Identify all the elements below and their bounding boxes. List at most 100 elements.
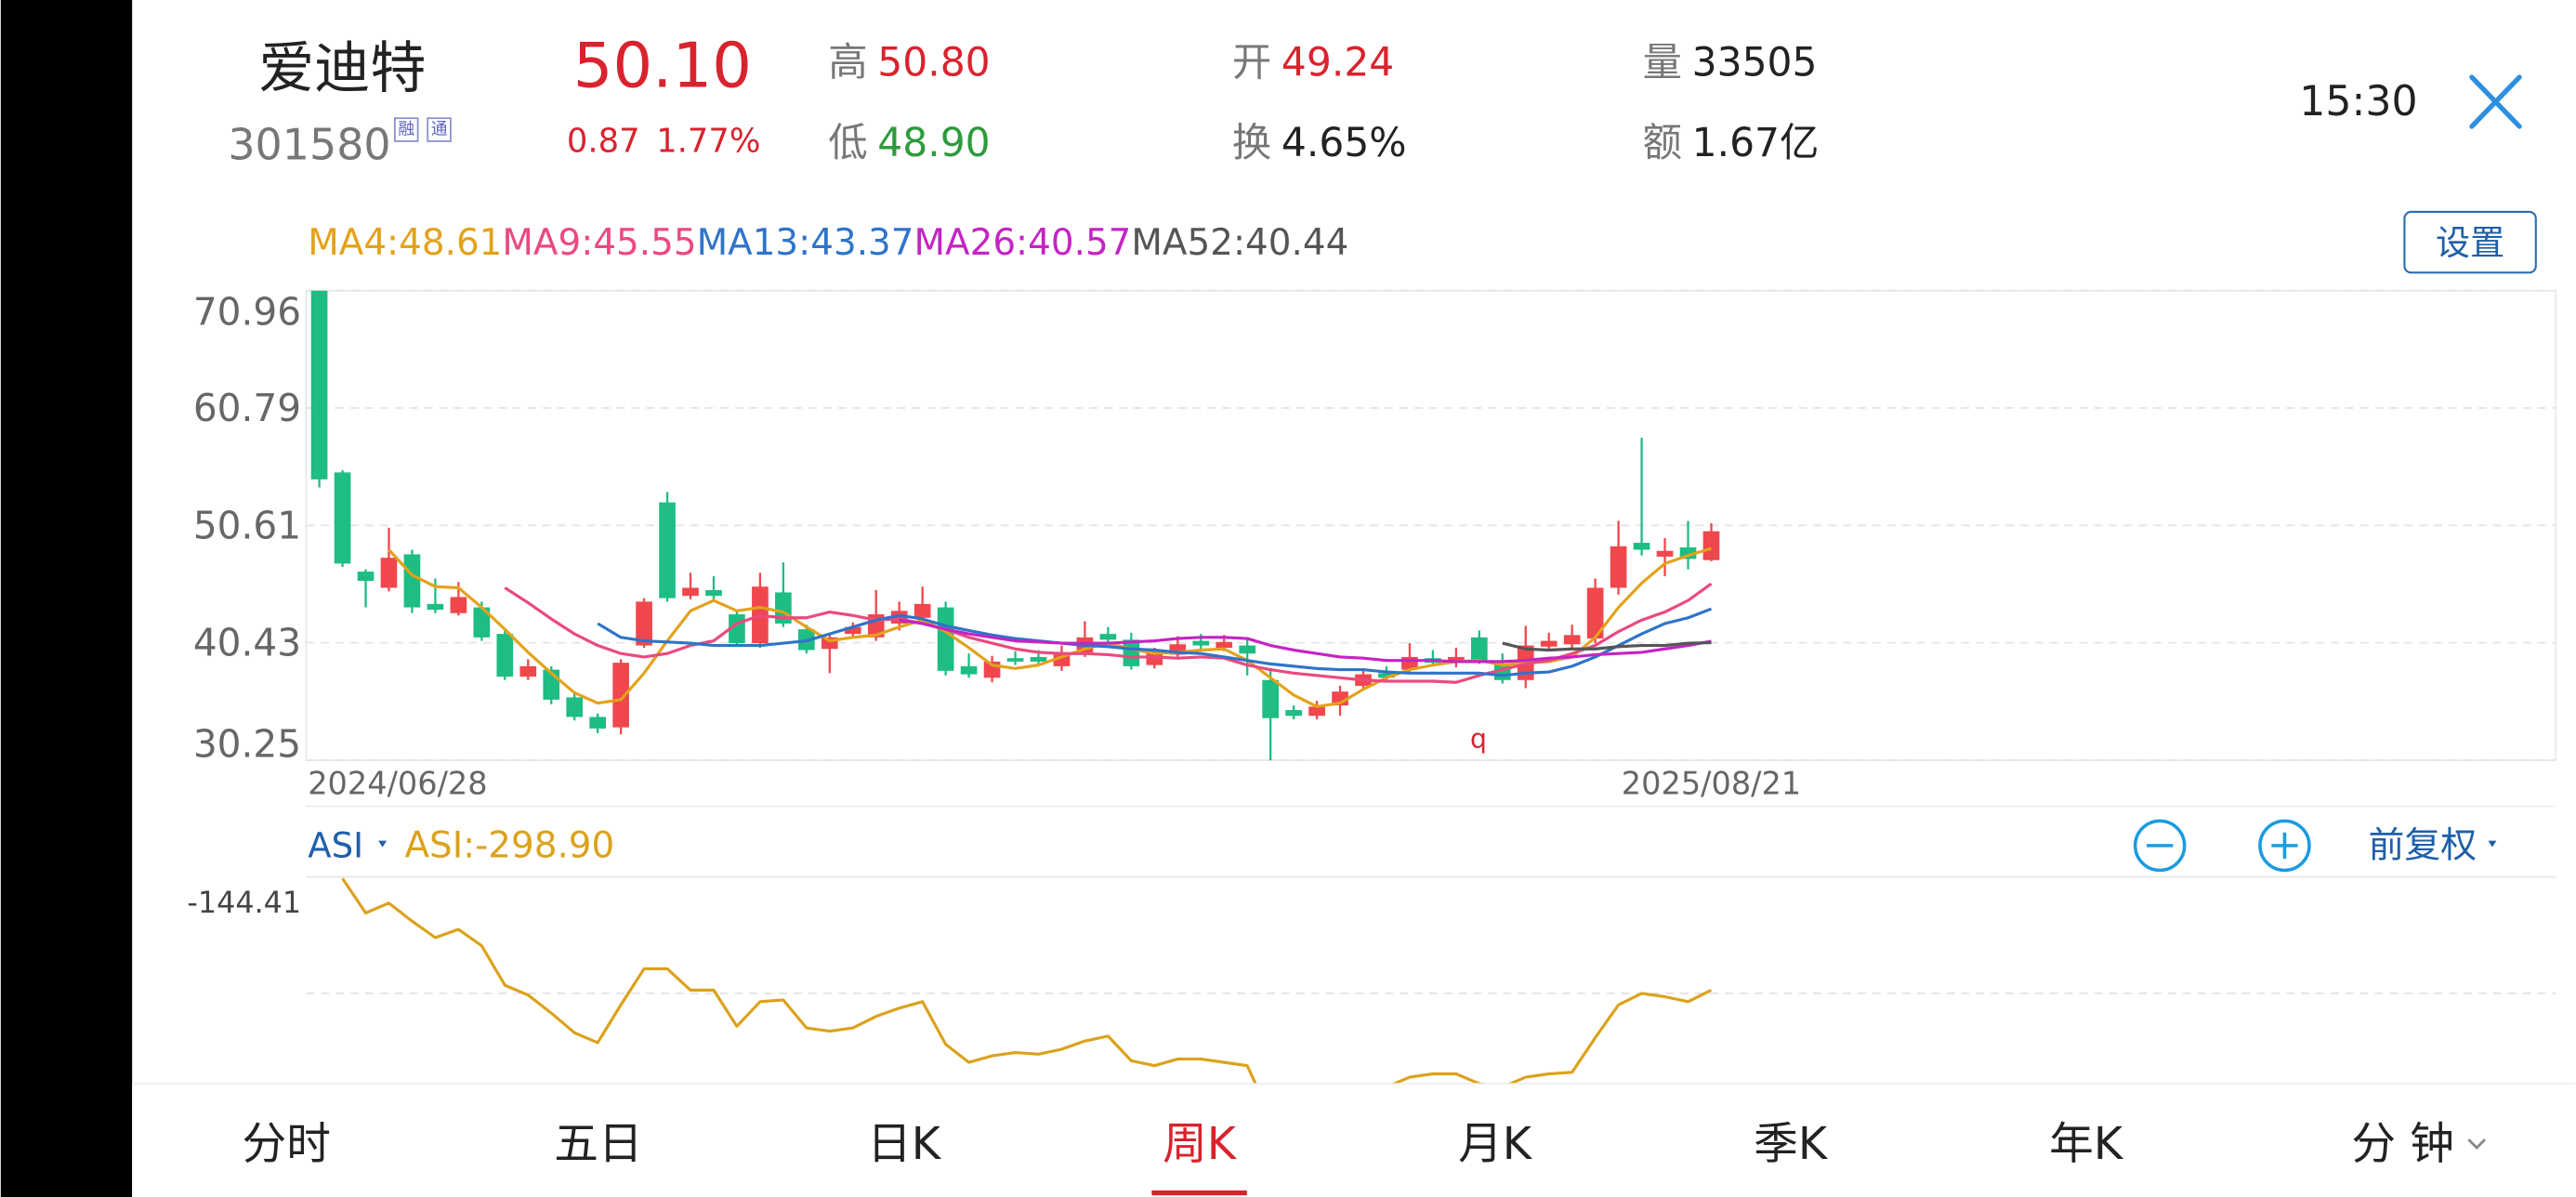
adjust-mode[interactable]: 前复权 (2369, 824, 2477, 866)
badge: 通 (431, 120, 448, 139)
legend-entry: ASI:-298.90 (404, 824, 614, 866)
stat-label: 量 (1643, 40, 1682, 86)
candle-body (1656, 550, 1674, 557)
candle-body (682, 587, 699, 597)
stock-name: 爱迪特 (258, 36, 426, 101)
candle-body (403, 554, 421, 608)
candle-body (1192, 640, 1210, 646)
stat-value: 49.24 (1281, 40, 1394, 86)
candle-body (659, 502, 676, 598)
asi-lines (341, 877, 1713, 1085)
candle-body (450, 597, 467, 613)
tab[interactable]: 月K (1458, 1119, 1533, 1170)
candle-body (473, 607, 491, 638)
candle-body (380, 558, 398, 588)
candle-body (960, 665, 978, 675)
candle-body (1586, 587, 1604, 639)
candle-body (566, 697, 584, 717)
candle-body (1262, 679, 1279, 718)
tab[interactable]: 日K (867, 1119, 942, 1170)
legend-entry: MA26:40.57 (913, 222, 1131, 264)
price: 50.10 (573, 30, 752, 102)
candle-body (612, 663, 629, 728)
stat-label: 额 (1643, 120, 1682, 165)
dropdown-arrow (378, 840, 388, 848)
x-tick-label: 2024/06/28 (308, 765, 487, 801)
legend-entry: MA4:48.61 (308, 222, 502, 264)
candle-body (427, 603, 444, 611)
stat-label: 高 (828, 40, 867, 86)
tab[interactable]: 分 钟 (2351, 1119, 2454, 1170)
candle-body (1123, 639, 1140, 666)
candle-body (937, 607, 954, 671)
candle-body (1633, 543, 1650, 550)
legend-entry: MA9:45.55 (502, 222, 696, 264)
tab-bar (132, 1084, 2576, 1197)
series-line (899, 618, 1712, 664)
candle-body (705, 589, 722, 597)
y-tick-label: -144.41 (187, 886, 301, 920)
legend-entry: MA52:40.44 (1131, 222, 1348, 264)
time: 15:30 (2299, 78, 2417, 125)
candle-body (844, 626, 861, 635)
candle-body (1099, 634, 1117, 640)
y-tick-label: 60.79 (193, 386, 301, 430)
candle-body (913, 603, 931, 618)
stat-value: 33505 (1692, 40, 1818, 86)
tabs: 分时 五日 日K 周K 月K 季K 年K 分 钟 (243, 1119, 2454, 1196)
series-line (388, 546, 1712, 708)
candle-body (357, 572, 375, 582)
tab[interactable]: 五日 (554, 1119, 642, 1170)
candle-body (334, 472, 351, 564)
candle-body (1239, 645, 1256, 654)
left-bar (0, 0, 133, 1197)
candle-body (1540, 640, 1557, 647)
candle-body (1030, 656, 1047, 662)
tab[interactable]: 分时 (243, 1119, 331, 1170)
y-tick-label: 70.96 (193, 290, 301, 335)
zoom-out[interactable] (2133, 819, 2187, 873)
change: 0.87 (567, 122, 640, 160)
series-line (504, 582, 1713, 684)
y-tick-label: 30.25 (193, 721, 301, 766)
badge: 融 (398, 120, 414, 139)
candle-body (519, 665, 537, 677)
stat-value: 4.65% (1281, 120, 1407, 165)
settings-label: 设置 (2436, 223, 2504, 263)
stat-label: 开 (1232, 40, 1271, 86)
legend-entry: MA13:43.37 (697, 222, 914, 264)
close-button[interactable] (2469, 74, 2522, 129)
stat-value: 1.67亿 (1692, 120, 1820, 165)
main-chart: 30.25 40.43 50.61 60.79 70.96 2024/06/28 2025/… (193, 290, 2556, 801)
tab[interactable]: 周K (1163, 1119, 1238, 1170)
candle-body (1610, 546, 1627, 588)
change-pct: 1.77% (656, 122, 760, 160)
candle-body (310, 290, 328, 480)
candle-body (1378, 673, 1395, 678)
candle-body (1702, 531, 1720, 560)
y-tick-label: 50.61 (193, 503, 301, 547)
asi-chart: -144.41 ASI:-298.90 (187, 824, 2556, 1085)
chevron (2467, 1138, 2486, 1150)
candle-body (636, 601, 652, 646)
stock-code: 301580 (228, 119, 390, 169)
series-line (1502, 640, 1712, 652)
settings-button[interactable] (2403, 210, 2537, 274)
candle-body (589, 717, 606, 729)
candle-body (1448, 656, 1465, 664)
tab-underline (1151, 1190, 1247, 1196)
zoom-in[interactable] (2258, 819, 2311, 873)
candle-body (1285, 710, 1302, 717)
tab[interactable]: 季K (1754, 1119, 1829, 1170)
stat-label: 低 (828, 120, 867, 165)
candle-body (1470, 637, 1488, 661)
indicator-name[interactable]: ASI (308, 825, 363, 865)
candle-body (1308, 706, 1325, 717)
candle-body (496, 634, 514, 677)
x-tick-label: 2025/08/21 (1622, 765, 1801, 801)
badge-box (393, 117, 419, 142)
candles (310, 290, 1720, 761)
tab[interactable]: 年K (2049, 1119, 2124, 1170)
